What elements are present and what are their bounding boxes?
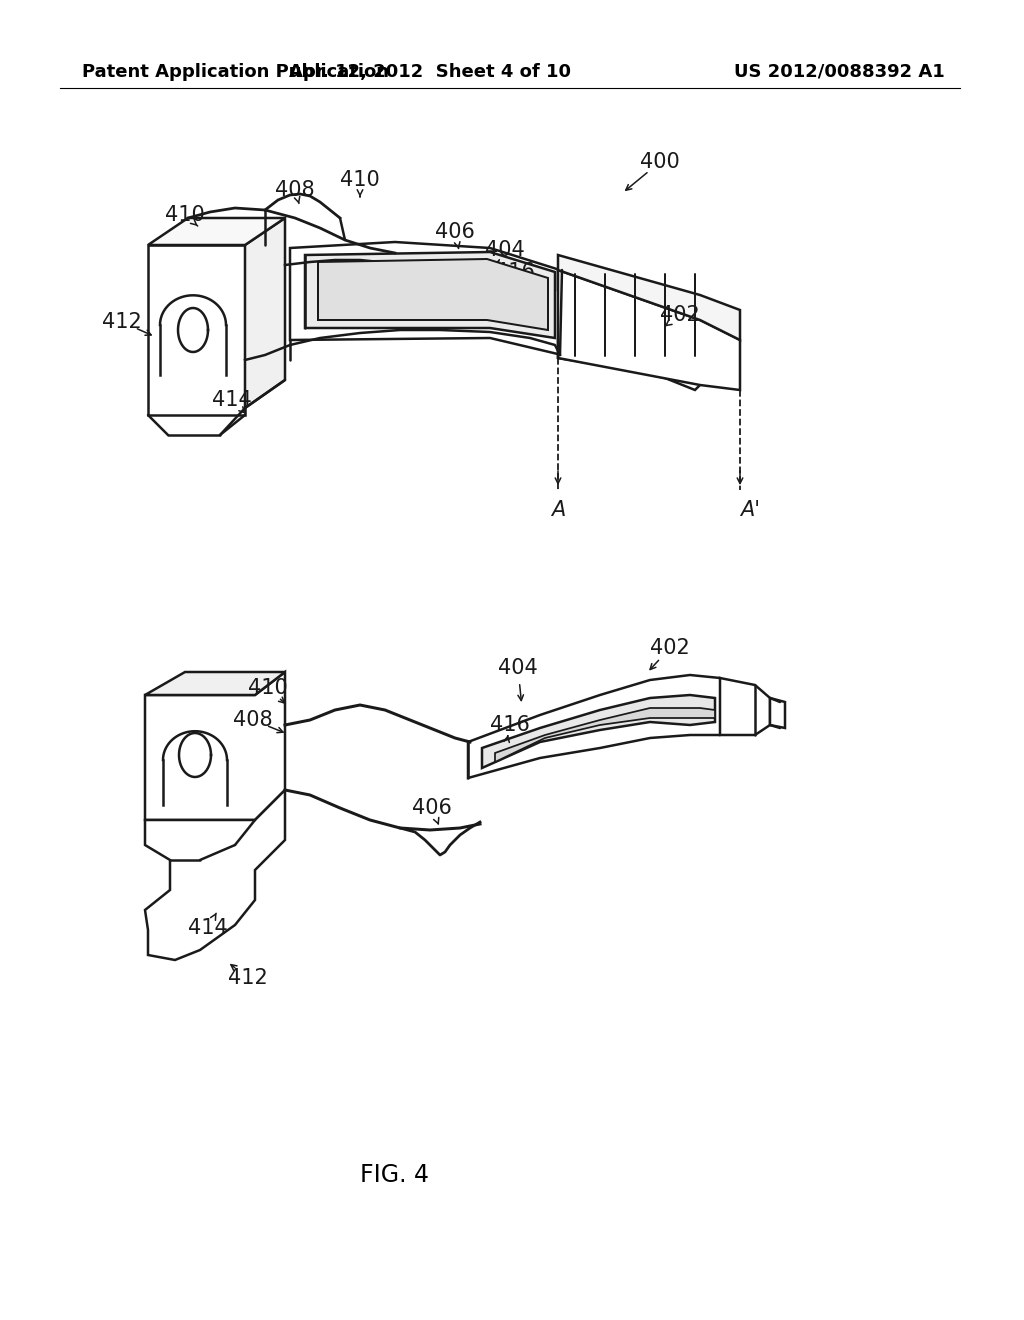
Text: 400: 400 xyxy=(640,152,680,172)
Text: 410: 410 xyxy=(340,170,380,190)
Polygon shape xyxy=(558,341,700,389)
Text: 410: 410 xyxy=(248,678,288,698)
Text: Apr. 12, 2012  Sheet 4 of 10: Apr. 12, 2012 Sheet 4 of 10 xyxy=(289,63,571,81)
Text: A': A' xyxy=(740,500,760,520)
Polygon shape xyxy=(145,672,285,820)
Text: 412: 412 xyxy=(228,968,268,987)
Text: 416: 416 xyxy=(495,261,535,282)
Text: 406: 406 xyxy=(412,799,452,818)
Polygon shape xyxy=(482,696,715,768)
Polygon shape xyxy=(318,259,548,330)
Text: 416: 416 xyxy=(490,715,530,735)
Polygon shape xyxy=(558,271,740,389)
Polygon shape xyxy=(558,271,700,325)
Polygon shape xyxy=(145,672,285,696)
Polygon shape xyxy=(148,218,285,246)
Polygon shape xyxy=(145,789,285,960)
Text: 406: 406 xyxy=(435,222,475,242)
Polygon shape xyxy=(770,698,785,729)
Polygon shape xyxy=(148,246,245,414)
Polygon shape xyxy=(245,218,285,408)
Text: 408: 408 xyxy=(275,180,314,201)
Polygon shape xyxy=(468,675,735,777)
Text: 402: 402 xyxy=(660,305,699,325)
Polygon shape xyxy=(558,255,740,341)
Text: 402: 402 xyxy=(650,638,690,657)
Text: 414: 414 xyxy=(188,917,228,939)
Polygon shape xyxy=(290,242,562,355)
Polygon shape xyxy=(495,708,715,762)
Text: Patent Application Publication: Patent Application Publication xyxy=(82,63,389,81)
Text: 408: 408 xyxy=(233,710,272,730)
Text: FIG. 4: FIG. 4 xyxy=(360,1163,429,1187)
Polygon shape xyxy=(305,252,555,338)
Polygon shape xyxy=(720,678,770,735)
Text: US 2012/0088392 A1: US 2012/0088392 A1 xyxy=(734,63,945,81)
Text: 404: 404 xyxy=(498,657,538,678)
Text: A: A xyxy=(551,500,565,520)
Text: 404: 404 xyxy=(485,240,525,260)
Text: 414: 414 xyxy=(212,389,252,411)
Text: 410: 410 xyxy=(165,205,205,224)
Text: 412: 412 xyxy=(102,312,142,333)
